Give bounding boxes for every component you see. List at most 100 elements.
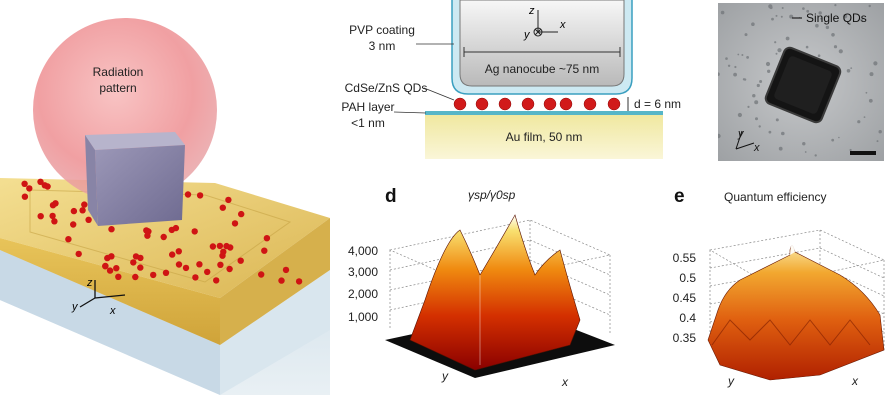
quantum-dot: [51, 218, 58, 225]
quantum-dot: [85, 216, 92, 223]
c-axis-x: x: [753, 142, 760, 154]
tem-particle: [833, 45, 838, 49]
decay-rate-surface-body: [409, 214, 581, 371]
nanocube-side: [85, 135, 98, 226]
b-axis-y: y: [523, 29, 531, 41]
tem-particle: [802, 7, 805, 10]
nanocube-front: [95, 145, 185, 226]
tem-particle: [868, 98, 873, 103]
tem-particle: [868, 4, 871, 8]
tem-particle: [775, 14, 778, 17]
tem-particle: [860, 18, 864, 22]
quantum-dot: [108, 226, 115, 233]
tem-particle: [834, 4, 837, 7]
pah-label-line2: <1 nm: [351, 116, 385, 130]
quantum-dot: [70, 221, 77, 228]
quantum-dot: [278, 277, 285, 284]
panel-a-schematic: z y x Radiation pattern: [0, 0, 330, 400]
tem-particle: [747, 105, 750, 108]
tem-particle: [831, 138, 835, 142]
quantum-dot: [295, 278, 303, 285]
tem-particle: [718, 72, 720, 76]
quantum-dot: [223, 242, 230, 250]
quantum-dot: [169, 251, 176, 258]
tem-particle: [751, 22, 755, 27]
panel-d-decay-rate-plot: 4,000 3,000 2,000 1,000 y x d γsp/γ0sp: [330, 180, 620, 400]
quantum-dot: [132, 273, 139, 281]
panel-c-tem-image: y x Single QDs: [718, 3, 884, 161]
axis-z-label: z: [86, 277, 93, 289]
d-z-tick: 3,000: [348, 265, 378, 279]
quantum-dot: [172, 224, 180, 232]
e-z-tick: 0.55: [673, 251, 697, 265]
quantum-dot: [175, 248, 182, 255]
tem-particle: [780, 15, 783, 18]
tem-particle: [781, 131, 785, 136]
tem-particle: [777, 48, 782, 53]
nanocube-label: Ag nanocube ~75 nm: [485, 62, 599, 76]
panel-b-cross-section: Ag nanocube ~75 nm z x y Au film, 50 nm …: [330, 0, 700, 180]
tem-particle: [767, 69, 771, 74]
tem-particle: [741, 54, 744, 56]
tem-particle: [771, 17, 774, 21]
tem-particle: [775, 52, 778, 55]
quantum-dot: [220, 248, 227, 255]
pvp-label-line2: 3 nm: [369, 39, 396, 53]
pvp-label-line1: PVP coating: [349, 23, 415, 37]
tem-micrograph: y x: [718, 3, 884, 161]
tem-particle: [737, 112, 742, 118]
tem-particle: [876, 140, 879, 143]
quantum-dot: [79, 207, 86, 214]
quantum-dot: [162, 269, 170, 276]
tem-particle: [815, 23, 819, 28]
e-axis-x: x: [851, 374, 859, 388]
tem-particle: [725, 57, 728, 60]
tem-particle: [778, 146, 783, 151]
quantum-dot: [219, 204, 226, 211]
tem-particle: [759, 80, 763, 83]
tem-particle: [768, 130, 772, 134]
panel-d-letter: d: [385, 186, 397, 207]
tem-particle: [804, 151, 807, 153]
nanocube-top: [85, 132, 185, 150]
quantum-dot: [143, 227, 150, 234]
quantum-dot: [104, 254, 111, 262]
e-z-tick: 0.35: [673, 331, 697, 345]
gold-film-right: [220, 218, 330, 345]
quantum-dot: [184, 191, 192, 198]
e-z-tick: 0.45: [673, 291, 697, 305]
decay-rate-surface: 4,000 3,000 2,000 1,000 y x: [348, 214, 615, 389]
tem-particle: [752, 94, 756, 98]
tem-particle: [846, 69, 851, 73]
glass-substrate-right: [220, 270, 330, 395]
tem-particle: [869, 72, 874, 77]
qd-row: [453, 97, 621, 111]
tem-particle: [838, 136, 840, 139]
d-z-tick: 2,000: [348, 287, 378, 301]
quantum-dot: [21, 193, 29, 200]
tem-particle: [754, 100, 759, 105]
quantum-dot: [192, 274, 199, 281]
quantum-dot: [132, 253, 140, 260]
quantum-dot: [209, 243, 217, 250]
tem-particle: [825, 25, 830, 30]
axis-y-label: y: [71, 301, 79, 313]
tem-particle: [727, 64, 731, 67]
ag-nanocube: [459, 0, 625, 87]
pah-label-line1: PAH layer: [341, 100, 394, 114]
d-z-tick: 1,000: [348, 310, 378, 324]
tem-particle: [718, 133, 721, 139]
d-axis-x: x: [561, 375, 569, 389]
quantum-dot: [113, 265, 120, 272]
tem-particle: [842, 14, 848, 19]
quantum-dots: [21, 178, 303, 285]
pah-layer: [425, 111, 663, 115]
tem-particle: [831, 33, 835, 37]
axis-x-label: x: [109, 305, 116, 317]
gap-label: d = 6 nm: [634, 97, 681, 111]
tem-particle: [746, 56, 749, 59]
d-z-tick: 4,000: [348, 244, 378, 258]
cross-section-diagram: Ag nanocube ~75 nm z x y Au film, 50 nm …: [341, 0, 681, 159]
quantum-dot: [175, 261, 183, 268]
quantum-dot: [150, 271, 157, 279]
